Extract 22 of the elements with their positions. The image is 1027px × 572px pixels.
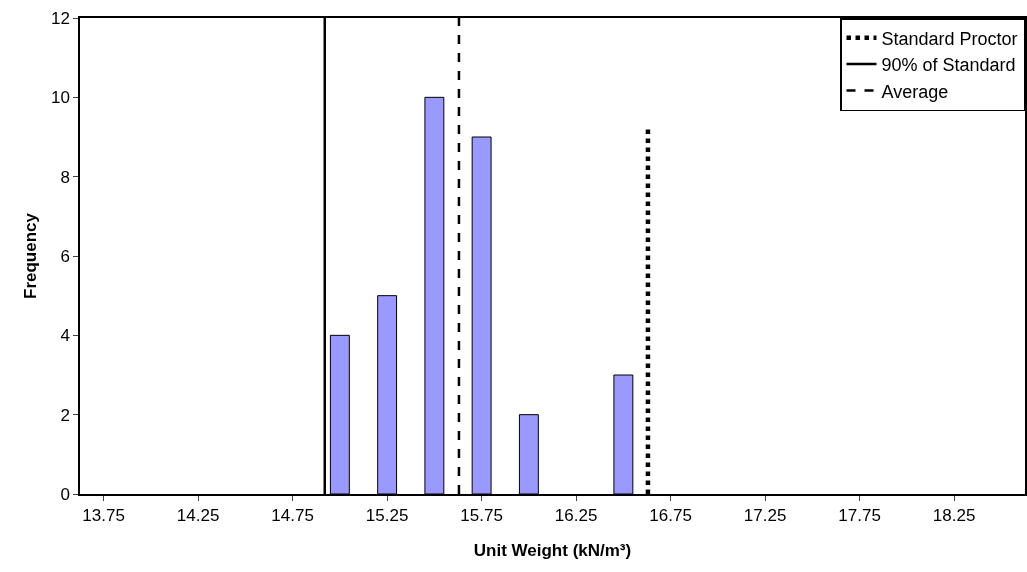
- x-tick-label: 14.75: [271, 506, 314, 526]
- y-tick-label: 6: [60, 246, 70, 266]
- y-tick-label: 0: [60, 484, 70, 504]
- x-tick-label: 18.25: [932, 506, 976, 526]
- y-tick-label: 2: [60, 405, 70, 425]
- legend-label: Average: [881, 81, 949, 102]
- x-axis-title: Unit Weight (kN/m³): [473, 540, 632, 560]
- x-tick-label: 16.25: [554, 506, 598, 526]
- x-tick-label: 15.25: [365, 506, 409, 526]
- y-tick-label: 12: [50, 8, 70, 28]
- x-tick-label: 13.75: [82, 506, 125, 526]
- y-tick-label: 4: [60, 326, 70, 346]
- x-tick-label: 14.25: [176, 506, 220, 526]
- y-axis-title: Frequency: [20, 212, 40, 299]
- x-tick-label: 16.75: [649, 506, 692, 526]
- legend-label: Standard Proctor: [881, 28, 1018, 49]
- x-tick-label: 17.25: [743, 506, 787, 526]
- y-tick-label: 8: [60, 167, 70, 187]
- x-tick-label: 15.75: [460, 506, 503, 526]
- x-tick-label: 17.75: [838, 506, 881, 526]
- y-tick-label: 10: [50, 88, 70, 108]
- legend-label: 90% of Standard: [881, 55, 1016, 76]
